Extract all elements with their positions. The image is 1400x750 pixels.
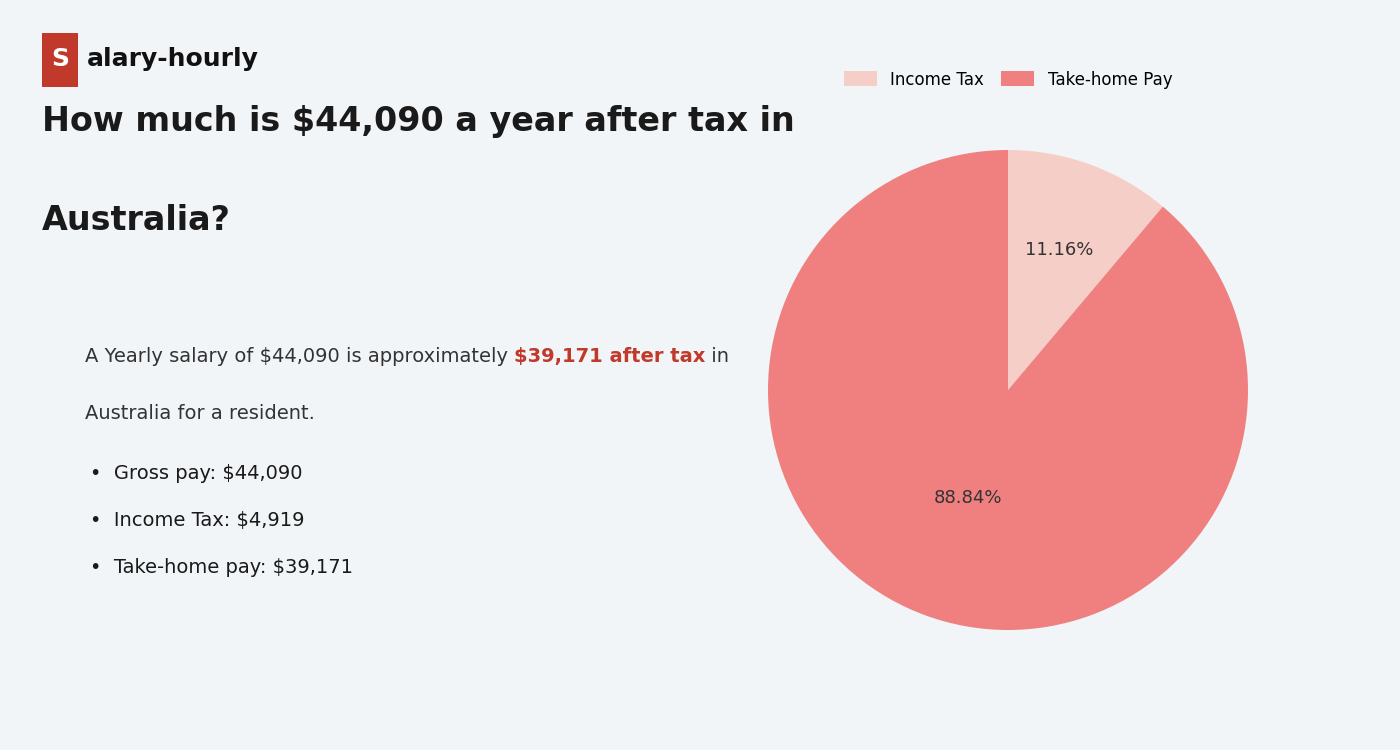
Text: •  Gross pay: $44,090: • Gross pay: $44,090: [91, 464, 302, 483]
Text: alary-hourly: alary-hourly: [87, 46, 259, 70]
Wedge shape: [1008, 150, 1163, 390]
Text: in: in: [706, 347, 729, 366]
Text: 11.16%: 11.16%: [1025, 242, 1093, 260]
Wedge shape: [769, 150, 1247, 630]
Text: •  Income Tax: $4,919: • Income Tax: $4,919: [91, 511, 305, 530]
Text: S: S: [52, 46, 69, 70]
FancyBboxPatch shape: [42, 33, 78, 87]
Text: A Yearly salary of $44,090 is approximately: A Yearly salary of $44,090 is approximat…: [84, 347, 514, 366]
Text: Australia?: Australia?: [42, 204, 231, 237]
Text: •  Take-home pay: $39,171: • Take-home pay: $39,171: [91, 558, 353, 578]
Text: $39,171 after tax: $39,171 after tax: [514, 347, 706, 366]
Legend: Income Tax, Take-home Pay: Income Tax, Take-home Pay: [836, 62, 1180, 97]
Text: How much is $44,090 a year after tax in: How much is $44,090 a year after tax in: [42, 105, 795, 138]
Text: 88.84%: 88.84%: [934, 489, 1002, 507]
Text: Australia for a resident.: Australia for a resident.: [84, 404, 315, 423]
